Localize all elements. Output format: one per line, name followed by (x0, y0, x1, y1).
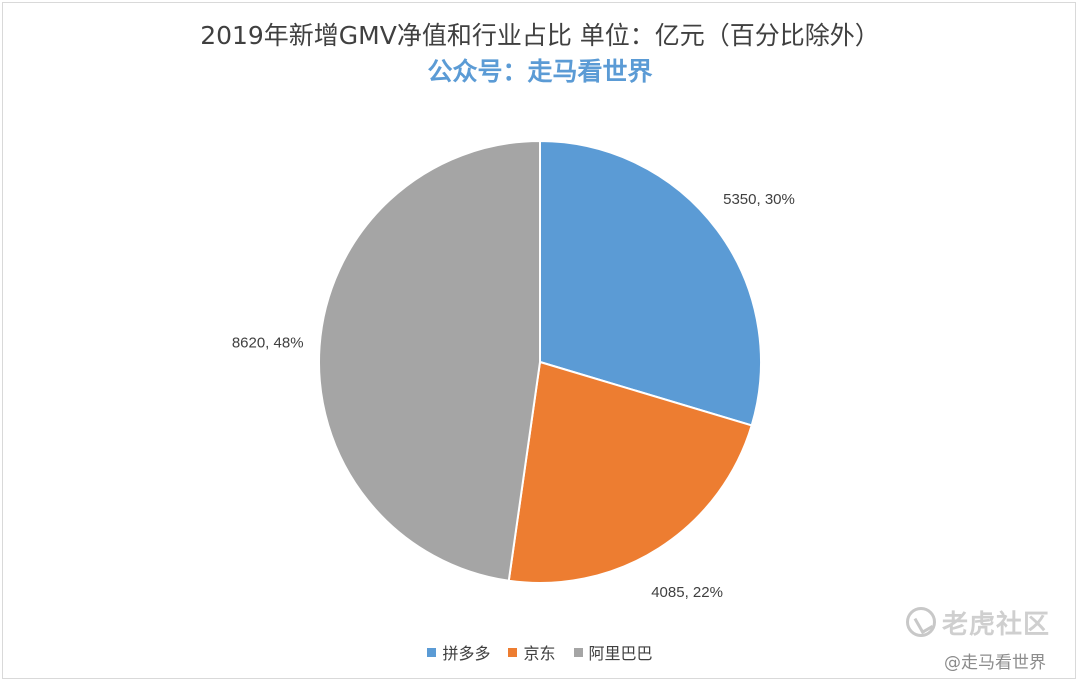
legend-label-pinduoduo: 拼多多 (442, 644, 491, 663)
pie-slice-pinduoduo (539, 139, 762, 427)
legend-label-jd: 京东 (523, 644, 556, 663)
legend-item-alibaba: 阿里巴巴 (573, 640, 653, 664)
watermark-brand: 老虎社区 (942, 609, 1051, 640)
chart-title: 2019年新增GMV净值和行业占比 单位：亿元（百分比除外） (200, 21, 880, 50)
chart-legend: 拼多多 京东 阿里巴巴 (0, 640, 1080, 664)
legend-swatch-jd (508, 647, 518, 657)
chart-subtitle: 公众号：走马看世界 (427, 57, 653, 86)
watermark-logo: 老虎社区 (906, 602, 1066, 642)
tiger-community-logo-icon (906, 607, 936, 637)
legend-label-alibaba: 阿里巴巴 (588, 644, 653, 663)
data-label-alibaba: 8620, 48% (232, 335, 304, 352)
data-label-jd: 4085, 22% (651, 584, 723, 601)
legend-item-jd: 京东 (508, 640, 556, 664)
legend-swatch-pinduoduo (427, 647, 437, 657)
pie-slice-jd (507, 360, 753, 584)
legend-item-pinduoduo: 拼多多 (427, 640, 490, 664)
watermark-credit: @走马看世界 (944, 653, 1046, 673)
legend-swatch-alibaba (573, 647, 583, 657)
pie-slice-alibaba (318, 139, 541, 582)
data-label-pinduoduo: 5350, 30% (723, 191, 795, 208)
